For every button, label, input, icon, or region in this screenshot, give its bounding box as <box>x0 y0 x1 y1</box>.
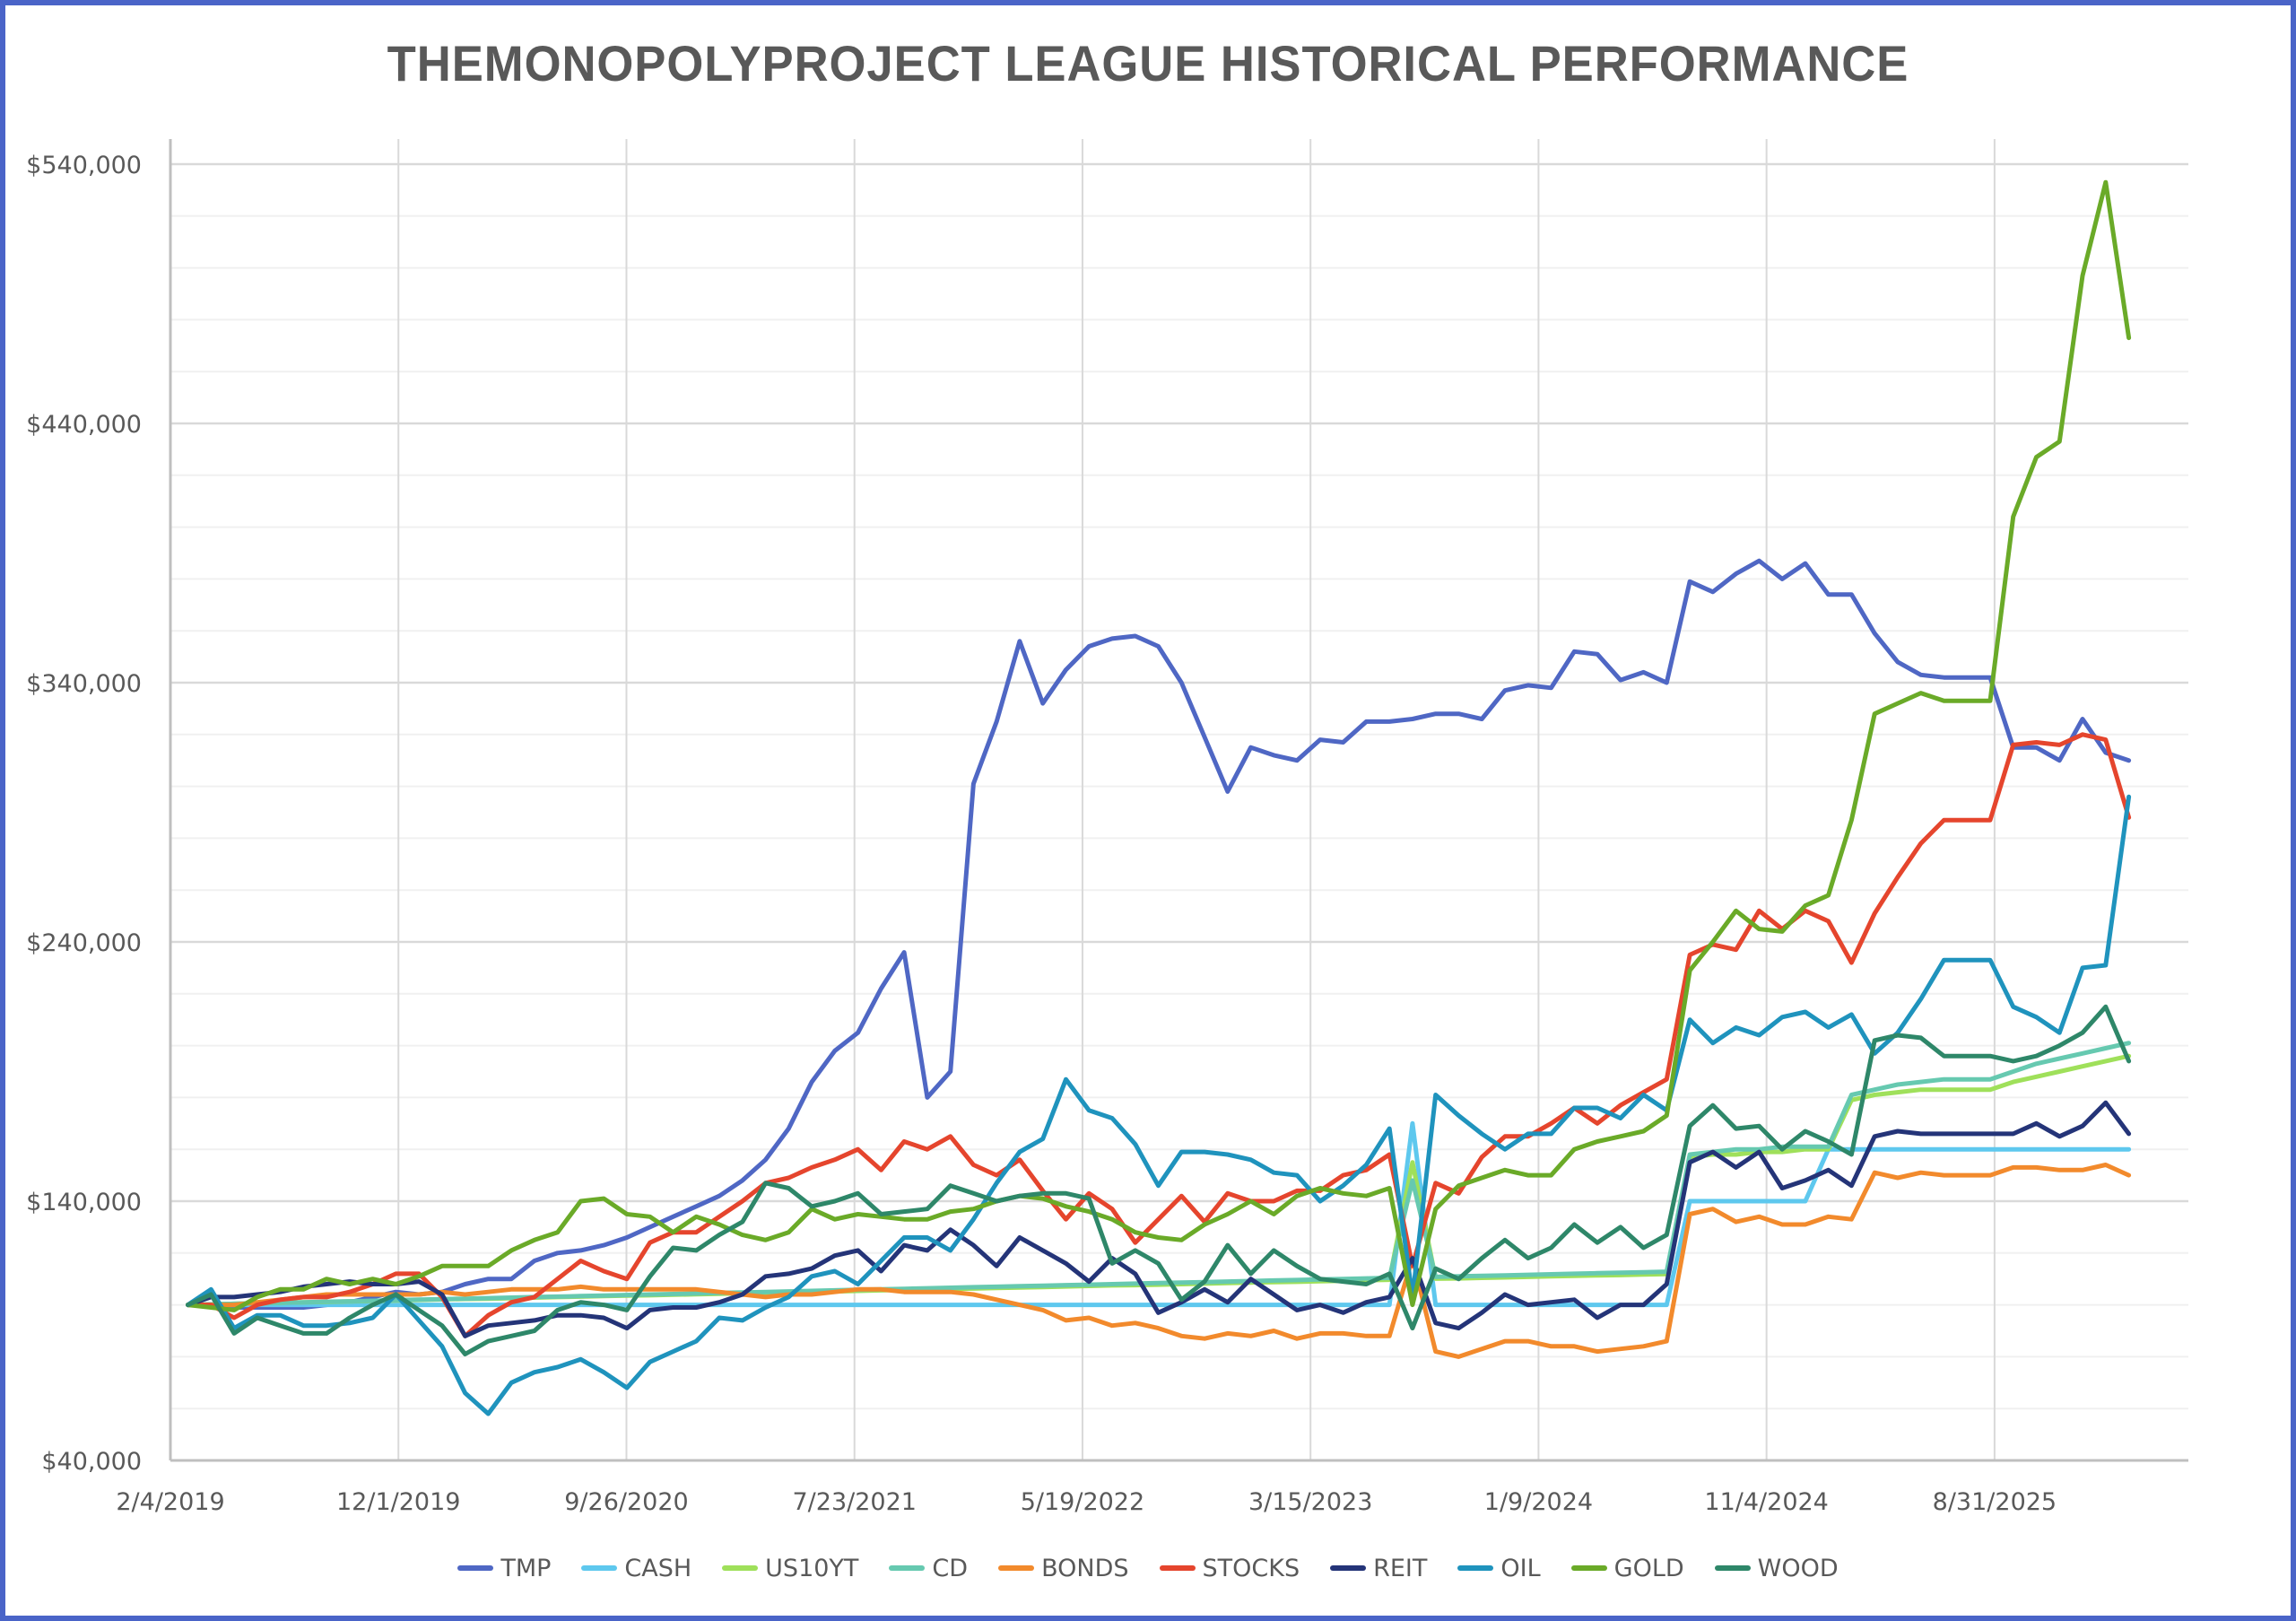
y-tick-label: $340,000 <box>26 670 142 698</box>
y-tick-label: $440,000 <box>26 411 142 439</box>
legend-item-cash: CASH <box>581 1555 691 1582</box>
legend-swatch-wood <box>1714 1565 1751 1571</box>
legend-item-us10yt: US10YT <box>722 1555 858 1582</box>
axes <box>169 139 2188 1462</box>
y-axis-tick-labels: $540,000 $440,000 $340,000 $240,000 $140,000… <box>26 152 142 1476</box>
x-axis-tick-labels: 2/4/2019 12/1/2019 9/26/2020 7/23/2021 5/19/… <box>116 1488 2057 1516</box>
legend-item-oil: OIL <box>1457 1554 1541 1582</box>
legend-item-reit: REIT <box>1330 1555 1427 1582</box>
legend-label: BONDS <box>1041 1554 1129 1582</box>
vertical-gridlines <box>397 139 1996 1460</box>
series-line-cd <box>186 1041 2132 1308</box>
legend-item-tmp: TMP <box>457 1555 551 1582</box>
series-lines <box>186 179 2132 1416</box>
x-tick-label: 7/23/2021 <box>792 1488 916 1516</box>
x-tick-label: 8/31/2025 <box>1933 1488 2057 1516</box>
chart-legend: TMP CASH US10YT CD BONDS STOCKS REIT OIL GOLD WOO… <box>0 1548 2296 1588</box>
legend-swatch-us10yt <box>722 1565 759 1571</box>
legend-swatch-tmp <box>457 1565 494 1571</box>
legend-item-bonds: BONDS <box>998 1554 1129 1582</box>
y-tick-label: $540,000 <box>26 152 142 179</box>
x-tick-label: 2/4/2019 <box>116 1488 224 1516</box>
legend-item-gold: GOLD <box>1570 1554 1684 1582</box>
legend-item-cd: CD <box>889 1555 968 1582</box>
legend-swatch-oil <box>1457 1565 1494 1571</box>
series-line-stocks <box>186 732 2132 1338</box>
series-line-bonds <box>186 1163 2132 1359</box>
legend-swatch-stocks <box>1159 1565 1196 1571</box>
legend-label: GOLD <box>1613 1554 1684 1582</box>
series-line-cash <box>186 1120 2132 1308</box>
y-tick-label: $40,000 <box>41 1448 142 1476</box>
legend-label: STOCKS <box>1202 1554 1300 1582</box>
legend-label: CASH <box>624 1554 692 1582</box>
legend-swatch-cash <box>581 1565 618 1571</box>
series-line-oil <box>186 794 2132 1416</box>
legend-swatch-gold <box>1570 1565 1607 1571</box>
series-line-reit <box>186 1100 2132 1338</box>
legend-swatch-reit <box>1330 1565 1367 1571</box>
legend-label: OIL <box>1500 1554 1541 1582</box>
legend-label: CD <box>932 1554 969 1582</box>
x-tick-label: 3/15/2023 <box>1248 1488 1372 1516</box>
legend-item-wood: WOOD <box>1714 1554 1839 1582</box>
legend-swatch-cd <box>889 1565 926 1571</box>
legend-label: WOOD <box>1757 1554 1839 1582</box>
series-line-wood <box>186 1004 2132 1356</box>
y-tick-label: $240,000 <box>26 929 142 957</box>
x-tick-label: 9/26/2020 <box>564 1488 688 1516</box>
x-tick-label: 5/19/2022 <box>1021 1488 1144 1516</box>
x-tick-label: 1/9/2024 <box>1484 1488 1593 1516</box>
major-gridlines <box>170 162 2188 1203</box>
legend-label: TMP <box>500 1554 552 1582</box>
legend-swatch-bonds <box>998 1565 1035 1571</box>
legend-label: REIT <box>1373 1554 1428 1582</box>
series-line-gold <box>186 179 2132 1312</box>
y-tick-label: $140,000 <box>26 1189 142 1216</box>
chart-title: THEMONOPOLYPROJECT LEAGUE HISTORICAL PER… <box>387 35 1909 92</box>
series-line-tmp <box>186 558 2132 1310</box>
legend-label: US10YT <box>765 1554 859 1582</box>
minor-gridlines <box>170 214 2188 1410</box>
legend-item-stocks: STOCKS <box>1159 1554 1300 1582</box>
x-tick-label: 12/1/2019 <box>336 1488 460 1516</box>
x-tick-label: 11/4/2024 <box>1704 1488 1828 1516</box>
